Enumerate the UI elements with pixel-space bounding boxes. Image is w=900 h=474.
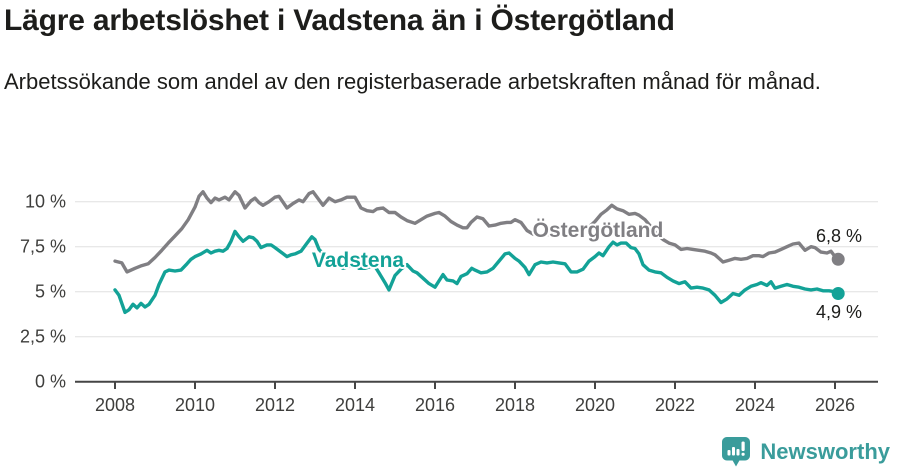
page-title: Lägre arbetslöshet i Vadstena än i Öster… xyxy=(4,4,675,37)
newsworthy-logo: Newsworthy xyxy=(721,436,890,468)
series-line-vadstena xyxy=(113,229,840,315)
x-tick-label: 2008 xyxy=(95,395,135,415)
series-line-östergötland xyxy=(113,190,840,274)
y-tick-label: 2,5 % xyxy=(20,327,66,347)
series-label-vadstena: Vadstena xyxy=(312,249,405,272)
x-tick-label: 2018 xyxy=(495,395,535,415)
y-tick-label: 0 % xyxy=(35,372,66,392)
newsworthy-wordmark: Newsworthy xyxy=(760,439,890,464)
x-tick-label: 2010 xyxy=(175,395,215,415)
series-end-dot-vadstena xyxy=(831,287,845,300)
end-value-label-östergötland: 6,8 % xyxy=(816,226,862,246)
x-tick-label: 2024 xyxy=(735,395,775,415)
x-tick-label: 2016 xyxy=(415,395,455,415)
x-tick-label: 2022 xyxy=(655,395,695,415)
series-label-östergötland: Östergötland xyxy=(533,219,664,242)
x-tick-label: 2026 xyxy=(815,395,855,415)
y-tick-label: 10 % xyxy=(25,192,66,212)
x-tick-label: 2014 xyxy=(335,395,375,415)
y-tick-label: 7,5 % xyxy=(20,237,66,257)
end-value-label-vadstena: 4,9 % xyxy=(816,302,862,322)
series-end-dot-östergötland xyxy=(831,252,845,266)
x-tick-label: 2012 xyxy=(255,395,295,415)
x-tick-label: 2020 xyxy=(575,395,615,415)
newsworthy-logo-icon xyxy=(722,437,751,467)
chart-subtitle: Arbetssökande som andel av den registerb… xyxy=(4,69,821,94)
y-tick-label: 5 % xyxy=(35,282,66,302)
